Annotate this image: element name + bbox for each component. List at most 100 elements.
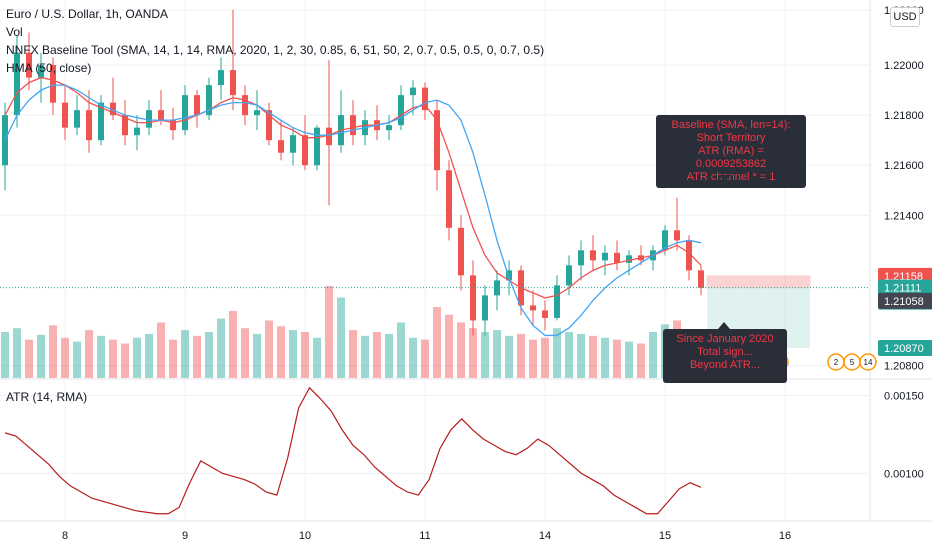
volume-bar: [529, 339, 537, 378]
candle-body: [86, 110, 92, 141]
volume-bar: [61, 337, 69, 378]
candle-body: [74, 110, 80, 128]
price-label-box[interactable]: [878, 292, 932, 309]
volume-bar: [313, 337, 321, 378]
x-tick-label[interactable]: 16: [779, 530, 791, 542]
volume-bar: [289, 330, 297, 378]
candle-body: [590, 250, 596, 261]
candle-body: [350, 115, 356, 136]
tooltip-line: Short Territory: [696, 132, 766, 144]
y-tick-label[interactable]: 1.21400: [884, 210, 924, 222]
candle-body: [422, 87, 428, 111]
volume-bar: [385, 333, 393, 378]
candle-body: [134, 127, 140, 136]
x-tick-label[interactable]: 8: [62, 530, 68, 542]
volume-bar: [241, 328, 249, 378]
event-badge[interactable]: [859, 353, 877, 371]
volume-bar: [517, 333, 525, 378]
candle-body: [218, 70, 224, 86]
candle-body: [146, 110, 152, 128]
volume-bar: [337, 297, 345, 378]
x-tick-label[interactable]: 10: [299, 530, 311, 542]
candle-body: [578, 250, 584, 266]
candle-body: [290, 135, 296, 153]
event-badge-label: 14: [864, 358, 873, 367]
x-tick-label[interactable]: 14: [539, 530, 551, 542]
volume-bar: [493, 330, 501, 378]
candle-body: [302, 135, 308, 166]
atr-y-tick-label[interactable]: 0.00100: [884, 468, 924, 480]
currency-button[interactable]: USD: [890, 7, 920, 27]
baseline-indicator-legend[interactable]: NNFX Baseline Tool (SMA, 14, 1, 14, RMA,…: [6, 43, 545, 57]
volume-bar: [121, 343, 129, 378]
tooltip-arrow: [719, 175, 731, 182]
volume-bar: [181, 330, 189, 378]
tooltip-line: Total sign...: [697, 346, 753, 358]
volume-bar: [25, 339, 33, 378]
candle-body: [566, 265, 572, 286]
candle-body: [314, 127, 320, 166]
candle-body: [266, 110, 272, 141]
candle-body: [14, 52, 20, 116]
x-tick-label[interactable]: 11: [419, 530, 430, 542]
stop-loss-zone[interactable]: [706, 275, 811, 289]
candle-body: [98, 102, 104, 141]
hma-line: [4, 84, 702, 337]
price-label-box[interactable]: [878, 339, 932, 356]
candle-body: [482, 295, 488, 321]
volume-bar: [469, 328, 477, 378]
symbol-title[interactable]: Euro / U.S. Dollar, 1h, OANDA: [6, 7, 169, 21]
hma-legend[interactable]: HMA (50, close): [6, 61, 92, 75]
y-tick-label[interactable]: 1.21800: [884, 110, 924, 122]
y-tick-label[interactable]: 1.21600: [884, 160, 924, 172]
y-tick-label[interactable]: 1.22000: [884, 60, 924, 72]
atr-y-tick-label[interactable]: 0.00150: [884, 391, 924, 403]
atr-legend[interactable]: ATR (14, RMA): [6, 390, 88, 404]
candle-body: [542, 310, 548, 318]
candle-body: [182, 95, 188, 131]
volume-bar: [73, 341, 81, 378]
candle-body: [410, 87, 416, 96]
candle-body: [530, 305, 536, 311]
candle-body: [554, 285, 560, 318]
volume-bar: [97, 335, 105, 378]
volume-bar: [301, 332, 309, 378]
tooltip-arrow: [718, 322, 730, 329]
volume-bar: [253, 333, 261, 378]
y-tick-label[interactable]: 1.20800: [884, 360, 924, 372]
volume-bar: [205, 332, 213, 378]
axis-layer[interactable]: 1.222201.220001.218001.216001.214001.208…: [62, 5, 924, 542]
volume-bar: [541, 337, 549, 378]
candle-body: [506, 270, 512, 281]
candle-body: [614, 252, 620, 263]
candle-body: [110, 102, 116, 116]
candle-body: [170, 120, 176, 131]
baseline-tooltip: Baseline (SMA, len=14): Short Territory …: [656, 115, 806, 188]
volume-bar: [445, 314, 453, 378]
candle-body: [386, 125, 392, 131]
volume-bar: [601, 337, 609, 378]
volume-bar: [361, 335, 369, 378]
baseline-line: [4, 76, 702, 299]
x-tick-label[interactable]: 9: [182, 530, 188, 542]
candle-body: [158, 110, 164, 121]
volume-bar: [625, 341, 633, 378]
tooltip-line: Baseline (SMA, len=14):: [671, 119, 791, 131]
volume-bar: [433, 307, 441, 378]
candle-body: [398, 95, 404, 126]
x-tick-label[interactable]: 15: [659, 530, 671, 542]
volume-bar: [193, 335, 201, 378]
price-label-text: 1.21058: [884, 296, 924, 308]
candle-body: [470, 275, 476, 321]
volume-legend[interactable]: Vol: [6, 25, 23, 39]
candle-body: [686, 240, 692, 271]
volume-bar: [217, 318, 225, 378]
volume-bar: [553, 328, 561, 378]
candle-body: [662, 230, 668, 251]
volume-bar: [481, 332, 489, 378]
candle-body: [254, 110, 260, 116]
candle-body: [230, 70, 236, 96]
